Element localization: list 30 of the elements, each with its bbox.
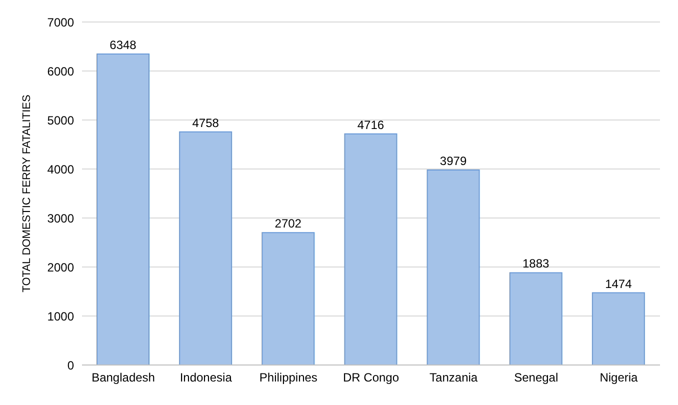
data-label: 1883 [522,256,550,271]
x-tick-label: DR Congo [342,370,400,385]
x-tick-label: Tanzania [430,370,478,385]
bar [179,131,232,365]
data-label: 6348 [110,38,137,52]
y-tick-label: 5000 [47,113,74,128]
y-tick-label: 3000 [47,211,74,226]
x-tick-label: Indonesia [180,370,232,385]
bar [344,133,398,365]
x-tick-label: Senegal [514,370,558,385]
bar [509,272,562,365]
data-label: 1474 [605,276,632,291]
y-tick-label: 7000 [47,15,74,30]
data-label: 2702 [274,216,302,231]
y-tick-label: 1000 [47,309,74,324]
y-tick-label: 4000 [47,162,74,176]
y-tick-label: 0 [67,358,74,372]
bar [426,170,480,365]
data-label: 4758 [192,116,220,130]
bar [96,53,150,365]
y-tick-label: 2000 [47,260,74,274]
x-tick-label: Nigeria [600,370,638,385]
data-label: 3979 [440,154,467,168]
bar [592,292,645,365]
data-label: 4716 [357,118,384,132]
x-tick-label: Bangladesh [92,370,155,385]
x-tick-label: Philippines [259,370,318,385]
y-tick-label: 6000 [47,64,74,78]
bar [262,232,315,365]
y-axis-title: TOTAL DOMESTIC FERRY FATALITIES [20,94,33,292]
